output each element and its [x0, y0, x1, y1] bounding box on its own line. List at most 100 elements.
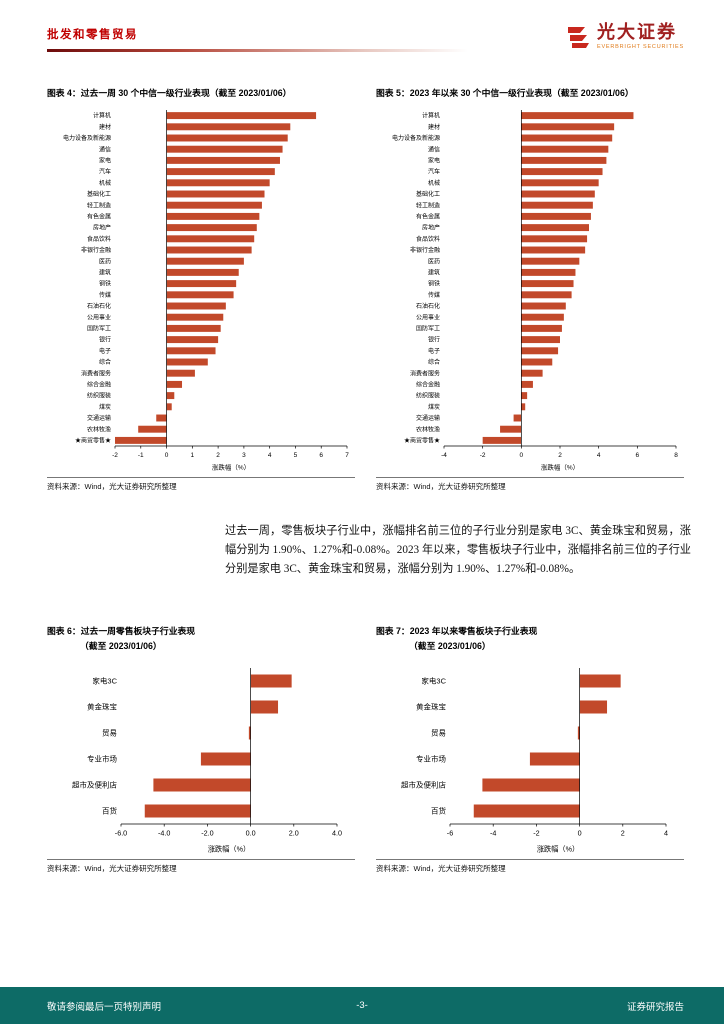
svg-text:贸易: 贸易 — [431, 728, 446, 738]
svg-text:4: 4 — [664, 829, 668, 838]
svg-text:-4: -4 — [490, 829, 496, 838]
source-note: 资料来源：Wind，光大证券研究所整理 — [376, 476, 684, 492]
chart-figure-7: 图表 7：2023 年以来零售板块子行业表现 （截至 2023/01/06） 家… — [376, 626, 684, 874]
bar-chart: 计算机建材电力设备及新能源通信家电汽车机械基础化工轻工制造有色金属房地产食品饮料… — [392, 109, 678, 471]
svg-text:电子: 电子 — [428, 347, 440, 355]
svg-text:基础化工: 基础化工 — [87, 190, 111, 198]
svg-text:通信: 通信 — [428, 145, 440, 153]
svg-text:银行: 银行 — [99, 336, 111, 344]
svg-text:7: 7 — [345, 452, 349, 459]
svg-text:石油石化: 石油石化 — [416, 302, 440, 310]
svg-text:超市及便利店: 超市及便利店 — [72, 780, 117, 790]
svg-text:涨跌幅（%）: 涨跌幅（%） — [537, 844, 579, 853]
svg-text:石油石化: 石油石化 — [87, 302, 111, 310]
svg-text:涨跌幅（%）: 涨跌幅（%） — [212, 462, 250, 471]
svg-text:-4.0: -4.0 — [158, 829, 170, 838]
svg-text:煤炭: 煤炭 — [99, 403, 111, 411]
body-paragraph: 过去一周，零售板块子行业中，涨幅排名前三位的子行业分别是家电 3C、黄金珠宝和贸… — [225, 525, 691, 575]
svg-text:纺织服装: 纺织服装 — [416, 392, 440, 400]
svg-text:煤炭: 煤炭 — [428, 403, 440, 411]
svg-text:建材: 建材 — [428, 123, 440, 131]
svg-text:汽车: 汽车 — [99, 168, 111, 176]
svg-text:1: 1 — [191, 452, 195, 459]
svg-text:0: 0 — [578, 829, 582, 838]
svg-text:国防军工: 国防军工 — [87, 324, 111, 332]
header-divider — [47, 49, 490, 52]
chart-title: 图表 4：过去一周 30 个中信一级行业表现（截至 2023/01/06） — [47, 88, 292, 98]
svg-text:汽车: 汽车 — [428, 168, 440, 176]
svg-text:农林牧渔: 农林牧渔 — [416, 425, 440, 433]
svg-text:非银行金融: 非银行金融 — [410, 246, 440, 254]
svg-text:综合: 综合 — [99, 358, 111, 366]
svg-text:交通运输: 交通运输 — [416, 414, 440, 422]
chart-title: 图表 6：过去一周零售板块子行业表现 — [47, 626, 196, 636]
source-note: 资料来源：Wind，光大证券研究所整理 — [47, 476, 355, 492]
svg-text:消费者服务: 消费者服务 — [81, 369, 111, 377]
svg-text:家电3C: 家电3C — [421, 676, 446, 686]
svg-text:黄金珠宝: 黄金珠宝 — [416, 702, 446, 712]
svg-text:消费者服务: 消费者服务 — [410, 369, 440, 377]
brand-logo: 光大证券 EVERBRIGHT SECURITIES — [565, 23, 684, 50]
charts-row-2: 图表 6：过去一周零售板块子行业表现 （截至 2023/01/06） 家电3C 黄… — [47, 626, 684, 874]
svg-text:6: 6 — [319, 452, 323, 459]
svg-text:涨跌幅（%）: 涨跌幅（%） — [541, 462, 579, 471]
svg-text:4: 4 — [597, 452, 601, 459]
svg-text:-2.0: -2.0 — [201, 829, 213, 838]
svg-text:通信: 通信 — [99, 145, 111, 153]
charts-row-1: 图表 4：过去一周 30 个中信一级行业表现（截至 2023/01/06） 计算… — [47, 88, 684, 492]
svg-text:国防军工: 国防军工 — [416, 324, 440, 332]
bar-chart: 计算机建材电力设备及新能源通信家电汽车机械基础化工轻工制造有色金属房地产食品饮料… — [63, 109, 349, 471]
svg-text:家电: 家电 — [428, 156, 440, 164]
svg-text:-4: -4 — [441, 452, 447, 459]
svg-text:银行: 银行 — [428, 336, 440, 344]
svg-text:机械: 机械 — [99, 179, 111, 187]
svg-text:2: 2 — [621, 829, 625, 838]
svg-text:百货: 百货 — [431, 806, 446, 816]
svg-text:电子: 电子 — [99, 347, 111, 355]
svg-text:百货: 百货 — [102, 806, 117, 816]
svg-text:钢铁: 钢铁 — [428, 280, 440, 288]
svg-text:轻工制造: 轻工制造 — [416, 201, 440, 209]
svg-text:有色金属: 有色金属 — [87, 212, 111, 220]
svg-text:★商贸零售★: ★商贸零售★ — [75, 436, 111, 444]
svg-text:0.0: 0.0 — [246, 829, 256, 838]
svg-text:房地产: 房地产 — [93, 224, 111, 232]
chart-subtitle: （截至 2023/01/06） — [409, 640, 491, 651]
svg-text:0: 0 — [165, 452, 169, 459]
svg-text:轻工制造: 轻工制造 — [87, 201, 111, 209]
svg-text:家电3C: 家电3C — [92, 676, 117, 686]
page-footer: -3- 敬请参阅最后一页特别声明 证券研究报告 — [0, 987, 724, 1024]
everbright-logo-icon — [565, 24, 591, 50]
svg-text:-2: -2 — [480, 452, 486, 459]
svg-text:2: 2 — [558, 452, 562, 459]
svg-text:-6.0: -6.0 — [115, 829, 127, 838]
svg-text:食品饮料: 食品饮料 — [416, 235, 440, 243]
svg-text:-1: -1 — [138, 452, 144, 459]
svg-text:食品饮料: 食品饮料 — [87, 235, 111, 243]
svg-text:贸易: 贸易 — [102, 728, 117, 738]
svg-text:基础化工: 基础化工 — [416, 190, 440, 198]
svg-text:建筑: 建筑 — [99, 268, 111, 276]
page-header: 批发和零售贸易 光大证券 EVERBRIGHT SECURITIES — [47, 23, 684, 52]
svg-text:5: 5 — [294, 452, 298, 459]
svg-text:-2: -2 — [533, 829, 539, 838]
svg-text:超市及便利店: 超市及便利店 — [401, 780, 446, 790]
svg-text:★商贸零售★: ★商贸零售★ — [404, 436, 440, 444]
svg-text:专业市场: 专业市场 — [87, 754, 117, 764]
svg-text:交通运输: 交通运输 — [87, 414, 111, 422]
source-note: 资料来源：Wind，光大证券研究所整理 — [47, 858, 355, 874]
svg-text:公用事业: 公用事业 — [87, 313, 111, 321]
svg-text:医药: 医药 — [99, 257, 111, 265]
svg-text:计算机: 计算机 — [422, 112, 440, 120]
brand-name-cn: 光大证券 — [597, 22, 677, 42]
source-note: 资料来源：Wind，光大证券研究所整理 — [376, 858, 684, 874]
chart-figure-4: 图表 4：过去一周 30 个中信一级行业表现（截至 2023/01/06） 计算… — [47, 88, 355, 492]
svg-text:综合金融: 综合金融 — [416, 380, 440, 388]
svg-text:建材: 建材 — [99, 123, 111, 131]
svg-text:黄金珠宝: 黄金珠宝 — [87, 702, 117, 712]
svg-text:公用事业: 公用事业 — [416, 313, 440, 321]
svg-text:4.0: 4.0 — [332, 829, 342, 838]
svg-text:建筑: 建筑 — [428, 268, 440, 276]
svg-text:传媒: 传媒 — [99, 291, 111, 299]
